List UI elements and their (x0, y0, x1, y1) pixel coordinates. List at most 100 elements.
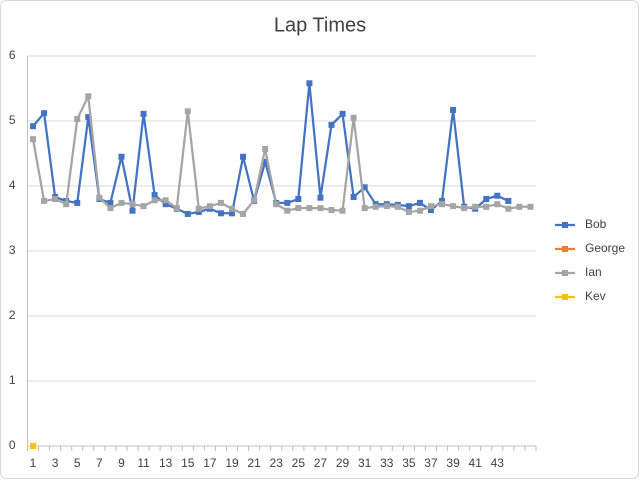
marker (30, 443, 37, 449)
marker (240, 210, 247, 217)
x-tick-label: 17 (203, 456, 217, 470)
legend-marker (562, 270, 568, 276)
marker (339, 110, 346, 117)
legend-label: Ian (585, 265, 602, 279)
marker (306, 205, 313, 212)
x-tick-label: 13 (159, 456, 173, 470)
x-tick-label: 9 (118, 456, 125, 470)
marker (383, 203, 390, 210)
marker (505, 205, 512, 212)
marker (317, 194, 324, 201)
marker (339, 207, 346, 214)
marker (450, 106, 457, 113)
marker (63, 201, 70, 208)
marker (273, 201, 280, 208)
marker (118, 199, 125, 206)
x-tick-label: 11 (137, 456, 150, 470)
marker (416, 199, 423, 206)
marker (30, 123, 37, 130)
x-tick-label: 25 (292, 456, 306, 470)
marker (262, 158, 269, 165)
marker (195, 205, 202, 212)
marker (295, 205, 302, 212)
x-tick-label: 7 (96, 456, 103, 470)
marker (439, 201, 446, 208)
legend-label: Bob (585, 217, 607, 231)
x-tick-label: 15 (181, 456, 195, 470)
x-tick-label: 1 (30, 456, 37, 470)
marker (129, 207, 136, 214)
marker (74, 116, 81, 123)
legend-label: Kev (585, 289, 606, 303)
x-tick-label: 29 (336, 456, 350, 470)
marker (184, 210, 191, 217)
marker (394, 203, 401, 210)
marker (41, 197, 48, 204)
marker (217, 210, 224, 217)
x-tick-label: 37 (424, 456, 438, 470)
marker (295, 196, 302, 202)
legend-marker (562, 246, 568, 252)
marker (450, 203, 457, 210)
marker (516, 203, 523, 210)
marker (85, 93, 92, 100)
x-tick-label: 23 (270, 456, 284, 470)
x-tick-label: 19 (225, 456, 239, 470)
marker (472, 203, 479, 210)
marker (151, 192, 158, 199)
series-line (31, 92, 531, 216)
marker (262, 145, 269, 152)
marker (527, 203, 534, 210)
marker (217, 199, 224, 206)
marker (427, 203, 434, 210)
marker (494, 192, 501, 199)
marker (483, 203, 490, 210)
legend-marker (562, 294, 568, 300)
marker (107, 199, 114, 206)
y-tick-label: 4 (9, 178, 16, 192)
legend-label: George (585, 241, 625, 255)
chart-title: Lap Times (274, 14, 366, 36)
marker (129, 201, 136, 208)
marker (350, 194, 357, 201)
marker (74, 199, 81, 206)
legend-marker (562, 222, 568, 228)
x-tick-label: 43 (491, 456, 505, 470)
marker (173, 205, 180, 212)
marker (505, 197, 512, 204)
marker (306, 80, 313, 87)
marker (151, 197, 158, 204)
marker (372, 203, 379, 210)
marker (284, 207, 291, 214)
marker (184, 108, 191, 115)
marker (118, 153, 125, 160)
x-tick-label: 5 (74, 456, 81, 470)
marker (162, 197, 169, 204)
marker (317, 205, 324, 212)
marker (229, 210, 236, 217)
marker (328, 121, 335, 128)
marker (52, 196, 59, 202)
marker (85, 114, 92, 121)
marker (416, 207, 423, 214)
x-tick-label: 41 (469, 456, 483, 470)
y-tick-label: 1 (9, 373, 16, 387)
x-tick-label: 33 (380, 456, 394, 470)
x-tick-label: 39 (446, 456, 460, 470)
y-tick-label: 2 (9, 308, 16, 322)
marker (107, 205, 114, 212)
marker (251, 197, 258, 204)
marker (361, 205, 368, 212)
marker (483, 196, 490, 202)
marker (140, 110, 147, 117)
marker (350, 114, 357, 121)
marker (240, 153, 247, 160)
marker (162, 201, 169, 208)
marker (96, 194, 103, 201)
marker (405, 209, 412, 215)
marker (461, 205, 468, 212)
marker (41, 110, 48, 117)
x-tick-label: 31 (358, 456, 372, 470)
marker (439, 197, 446, 204)
